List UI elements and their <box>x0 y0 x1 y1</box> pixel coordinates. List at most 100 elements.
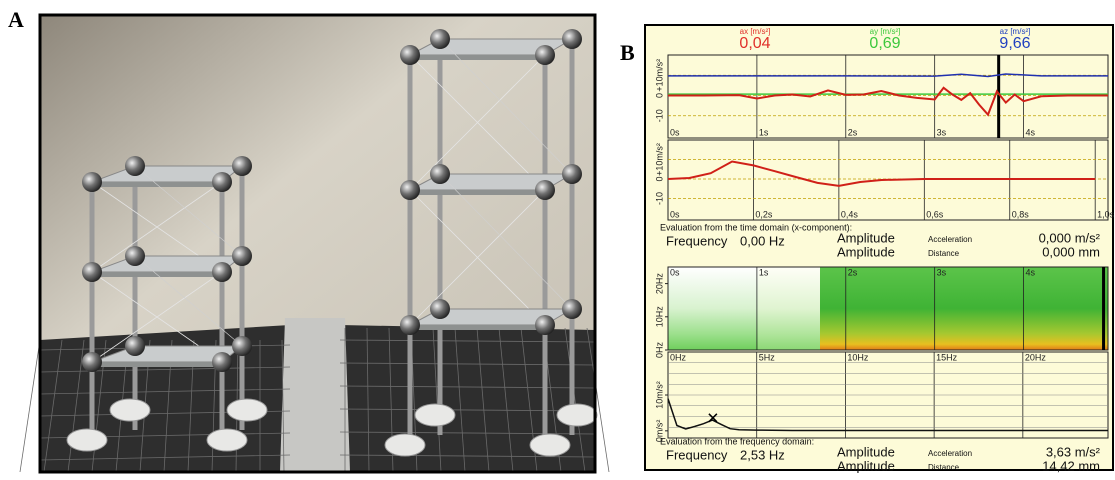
table-grid <box>366 327 370 473</box>
panel-label: A <box>8 7 24 32</box>
table-grid <box>476 327 490 473</box>
x-tick-label: 4s <box>1026 127 1036 137</box>
acceleration-label: Acceleration <box>928 449 972 458</box>
cable <box>134 255 243 347</box>
data-line <box>668 73 1108 78</box>
table-grid <box>39 366 291 373</box>
y-tick-label: 10Hz <box>654 306 664 328</box>
foot <box>66 428 108 452</box>
x-tick-label: 10Hz <box>847 352 869 362</box>
x-tick-label: 0s <box>670 267 680 277</box>
table-grid <box>19 339 41 473</box>
joint-ball <box>82 352 102 372</box>
joint-ball <box>430 299 450 319</box>
photo-frame <box>38 13 597 474</box>
joint-ball <box>535 315 555 335</box>
joint-ball <box>212 172 232 192</box>
readout-label: ay [m/s²] <box>870 27 901 36</box>
panel-label: B <box>620 40 635 65</box>
table-grid <box>454 327 466 473</box>
x-tick-label: 0Hz <box>670 352 687 362</box>
x-tick-label: 0s <box>670 127 680 137</box>
data-line <box>667 398 1108 432</box>
y-tick-label: 0 <box>654 93 664 98</box>
table-grid <box>39 454 291 461</box>
joint-ball <box>125 336 145 356</box>
table-grid <box>339 362 596 366</box>
acceleration-value: 3,63 m/s² <box>1046 444 1101 459</box>
joint-ball <box>212 352 232 372</box>
plate-edge <box>410 190 545 195</box>
x-tick-label: 0,6s <box>926 209 944 219</box>
cable <box>91 271 223 363</box>
eval-heading: Evaluation from the frequency domain: <box>660 436 814 446</box>
joint-ball <box>125 246 145 266</box>
joint-ball <box>232 336 252 356</box>
y-tick-label: 0Hz <box>654 342 664 359</box>
x-tick-label: 0s <box>670 209 680 219</box>
cable <box>91 181 223 273</box>
y-tick-label: 0 <box>654 177 664 182</box>
table-grid <box>432 327 442 473</box>
plate-edge <box>92 362 222 367</box>
table-grid <box>498 327 514 473</box>
spectrogram-area <box>668 267 758 350</box>
y-tick-label: +10m/s² <box>654 143 664 176</box>
table-grid <box>339 408 596 412</box>
distance-value: 14,42 mm <box>1042 458 1100 473</box>
x-tick-label: 2s <box>848 267 858 277</box>
y-tick-label: 0m/s² <box>654 420 664 443</box>
x-tick-label: 1,0s <box>1097 209 1115 219</box>
joint-ball <box>535 180 555 200</box>
amplitude-label: Amplitude <box>837 458 895 473</box>
x-tick-label: 0,8s <box>1012 209 1030 219</box>
x-tick-label: 5Hz <box>759 352 776 362</box>
data-line <box>667 160 1096 187</box>
joint-ball <box>430 29 450 49</box>
table-grid <box>564 327 586 473</box>
readout-value: 9,66 <box>999 35 1030 52</box>
joint-ball <box>562 164 582 184</box>
plate-edge <box>410 325 545 330</box>
joint-ball <box>232 156 252 176</box>
x-tick-label: 20Hz <box>1025 352 1047 362</box>
spectrogram-area <box>820 267 1108 350</box>
frequency-label: Frequency <box>666 447 728 462</box>
table-grid <box>339 385 596 389</box>
peak-marker <box>708 413 718 423</box>
joint-ball <box>232 246 252 266</box>
joint-ball <box>82 172 102 192</box>
table-grid <box>43 339 63 473</box>
y-tick-label: -10 <box>654 109 664 122</box>
distance-label: Distance <box>928 463 960 472</box>
distance-value: 0,000 mm <box>1042 244 1100 259</box>
x-tick-label: 1s <box>759 267 769 277</box>
x-tick-label: 4s <box>1026 267 1036 277</box>
joint-ball <box>430 164 450 184</box>
foot <box>226 398 268 422</box>
foot <box>384 433 426 457</box>
joint-ball <box>125 156 145 176</box>
x-tick-label: 1s <box>759 127 769 137</box>
table-grid <box>67 339 85 473</box>
frequency-value: 0,00 Hz <box>740 233 785 248</box>
table-grid <box>339 454 596 458</box>
cable <box>134 165 243 257</box>
joint-ball <box>535 45 555 65</box>
spectrogram-area <box>758 267 820 350</box>
photo <box>19 15 610 473</box>
cable <box>439 173 573 310</box>
cable <box>439 38 573 175</box>
table-grid <box>586 327 610 473</box>
acceleration-label: Acceleration <box>928 235 972 244</box>
x-tick-label: 3s <box>937 267 947 277</box>
amplitude-label: Amplitude <box>837 244 895 259</box>
x-tick-label: 3s <box>937 127 947 137</box>
readout-label: az [m/s²] <box>1000 27 1031 36</box>
x-tick-label: 2s <box>848 127 858 137</box>
joint-ball <box>212 262 232 282</box>
joint-ball <box>400 180 420 200</box>
table-grid <box>339 339 596 343</box>
data-line <box>668 86 1108 117</box>
